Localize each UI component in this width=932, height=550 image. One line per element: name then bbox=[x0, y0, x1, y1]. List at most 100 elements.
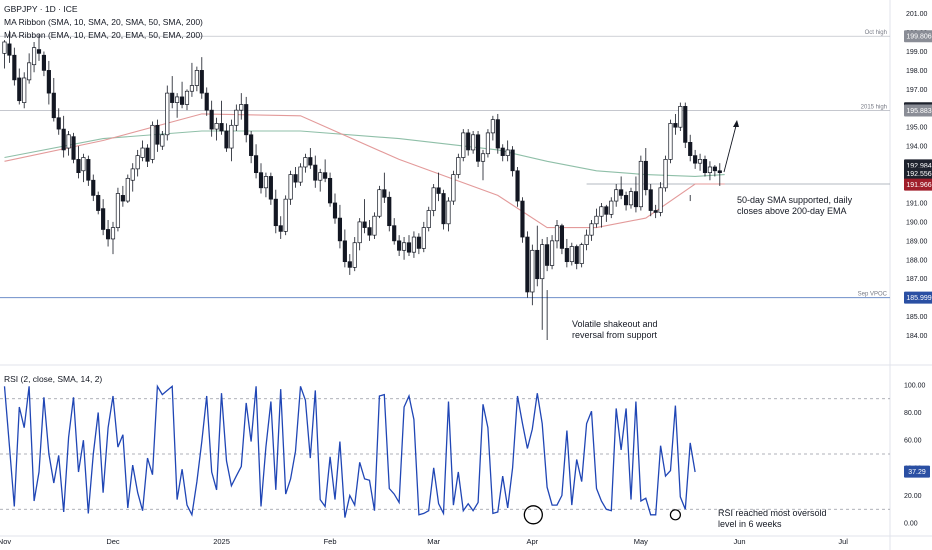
candle bbox=[347, 254, 352, 275]
candle-body bbox=[239, 104, 244, 111]
rsi-oversold-circle-april bbox=[523, 505, 543, 525]
rsi-legend[interactable]: RSI (2, close, SMA, 14, 2) bbox=[4, 374, 103, 384]
candle-body bbox=[76, 159, 81, 174]
candle-body bbox=[199, 70, 204, 94]
candle bbox=[604, 204, 609, 222]
candle-body bbox=[436, 187, 441, 194]
rsi-tick-label: 80.00 bbox=[904, 410, 922, 417]
candle bbox=[224, 123, 229, 152]
candle bbox=[244, 96, 249, 143]
candle bbox=[525, 231, 530, 298]
candle-body bbox=[91, 179, 96, 196]
candle bbox=[145, 144, 150, 167]
candle bbox=[480, 149, 486, 181]
candle bbox=[81, 153, 86, 183]
candle bbox=[688, 134, 693, 162]
candle bbox=[367, 220, 372, 241]
price-tick-label: 195.00 bbox=[906, 125, 928, 132]
candle-body bbox=[609, 200, 614, 215]
candle bbox=[135, 149, 140, 177]
candle bbox=[150, 121, 155, 164]
candle-body bbox=[712, 166, 717, 172]
candle-body bbox=[268, 176, 273, 200]
price-tick-label: 191.00 bbox=[906, 200, 928, 207]
candle bbox=[323, 159, 328, 183]
candle-body bbox=[204, 92, 209, 111]
candle bbox=[717, 163, 722, 186]
candle bbox=[46, 60, 51, 105]
candle bbox=[263, 172, 269, 198]
candle bbox=[61, 115, 66, 158]
candle bbox=[229, 119, 234, 162]
candle bbox=[619, 176, 624, 200]
candle-body bbox=[564, 248, 569, 263]
candle bbox=[283, 195, 288, 236]
candle-body bbox=[426, 210, 431, 228]
candle bbox=[209, 100, 214, 137]
candle bbox=[436, 172, 441, 202]
sma-support-note: 50-day SMA supported, daily closes above… bbox=[737, 195, 852, 217]
price-tick-label: 188.00 bbox=[906, 257, 928, 264]
candle-body bbox=[332, 202, 338, 219]
candle bbox=[357, 218, 362, 251]
candle-body bbox=[36, 49, 42, 54]
candle bbox=[204, 87, 209, 116]
candle-body bbox=[673, 123, 678, 128]
candle-body bbox=[535, 249, 540, 280]
chart-annotations bbox=[523, 120, 739, 525]
candle bbox=[253, 144, 259, 179]
candle-body bbox=[495, 119, 500, 149]
candle bbox=[574, 244, 579, 270]
candle bbox=[648, 184, 653, 217]
candle-body bbox=[411, 236, 417, 253]
price-tick-label: 185.00 bbox=[906, 314, 928, 321]
candle-body bbox=[66, 134, 71, 149]
candle bbox=[125, 174, 130, 203]
candle bbox=[66, 130, 71, 156]
candle bbox=[91, 174, 96, 202]
candle-body bbox=[574, 246, 579, 264]
reference-line-label: 2015 high bbox=[861, 104, 887, 110]
candle-body bbox=[515, 170, 520, 202]
candle bbox=[140, 140, 145, 162]
candle-body bbox=[293, 174, 298, 183]
candle-body bbox=[505, 149, 510, 156]
candle bbox=[668, 119, 673, 164]
candle-body bbox=[12, 54, 17, 81]
candles bbox=[2, 30, 722, 330]
candle-body bbox=[446, 200, 451, 225]
candle bbox=[431, 184, 436, 217]
candle-body bbox=[653, 210, 658, 213]
candle-body bbox=[17, 77, 22, 102]
candle-body bbox=[347, 261, 352, 268]
sma-ribbon-legend[interactable]: MA Ribbon (SMA, 10, SMA, 20, SMA, 50, SM… bbox=[4, 17, 203, 27]
candle bbox=[96, 191, 101, 215]
candle-body bbox=[130, 168, 135, 181]
candle-body bbox=[619, 189, 624, 196]
candle-body bbox=[120, 195, 125, 202]
candle bbox=[510, 146, 515, 177]
price-badge: 185.999 bbox=[904, 291, 932, 304]
ema-ribbon-legend[interactable]: MA Ribbon (EMA, 10, EMA, 20, EMA, 50, EM… bbox=[4, 30, 203, 40]
candle-body bbox=[71, 136, 76, 160]
candle-body bbox=[86, 159, 91, 181]
candle bbox=[545, 237, 550, 272]
sma-support-note-line2: closes above 200-day EMA bbox=[737, 206, 847, 216]
candle bbox=[609, 197, 614, 219]
candle-body bbox=[401, 242, 407, 251]
symbol-title[interactable]: GBPJPY · 1D · ICE bbox=[4, 4, 78, 14]
candle bbox=[702, 155, 708, 177]
candle bbox=[2, 40, 7, 69]
candle bbox=[451, 170, 456, 205]
candle-body bbox=[357, 221, 362, 244]
candle bbox=[120, 185, 125, 207]
candle-body bbox=[244, 104, 249, 136]
candle-body bbox=[697, 159, 703, 164]
candle-body bbox=[179, 96, 185, 105]
candle-body bbox=[416, 236, 421, 249]
time-tick-label: May bbox=[634, 537, 648, 546]
candle bbox=[584, 229, 589, 251]
candle bbox=[273, 189, 278, 234]
